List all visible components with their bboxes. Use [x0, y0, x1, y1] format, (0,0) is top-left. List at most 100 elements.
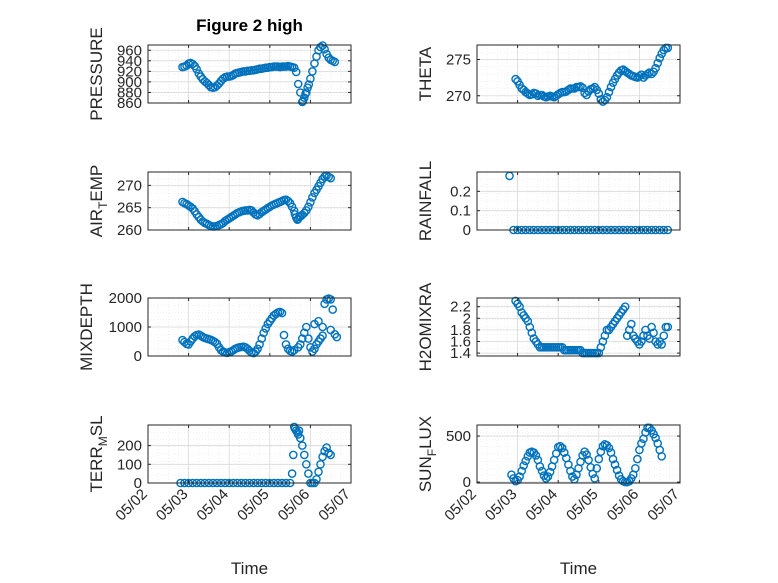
data-point [324, 448, 334, 458]
y-axis-label: SUNFLUX [416, 416, 439, 492]
data-point [647, 322, 656, 332]
data-point [655, 53, 665, 63]
data-point [308, 67, 317, 76]
data-point [517, 466, 527, 476]
y-tick-label: 960 [117, 42, 142, 59]
y-tick-label: 270 [117, 177, 142, 194]
data-point [521, 456, 531, 466]
axes-box [476, 424, 681, 484]
y-tick-label: 275 [446, 52, 471, 69]
data-point [326, 173, 336, 183]
data-point [653, 58, 663, 68]
y-tick-label: 1.8 [450, 322, 471, 339]
data-point [651, 63, 660, 73]
x-tick-label: 05/07 [644, 486, 683, 525]
subplot-6: 1.41.61.822.2 H2OMIXRA [416, 282, 681, 371]
subplot-5: 0 1000 2000 MIXDEPTH [77, 283, 352, 371]
data-point [645, 68, 654, 77]
axes-box [147, 171, 352, 231]
y-tick-label: 0.2 [450, 183, 471, 200]
data-point [647, 69, 656, 79]
data-point [637, 439, 646, 448]
y-tick-label: 1.6 [450, 334, 471, 351]
data-point [620, 302, 630, 312]
data-point [245, 346, 254, 356]
axes-box [476, 171, 681, 231]
y-tick-label: 940 [117, 53, 142, 70]
data-point [287, 469, 297, 478]
data-point [289, 63, 299, 72]
y-tick-label: 900 [117, 74, 142, 91]
data-point [631, 463, 640, 473]
data-point [288, 450, 298, 460]
y-tick-label: 0 [463, 222, 471, 239]
data-point [283, 196, 293, 206]
x-tick-label: 05/02 [441, 486, 480, 525]
subplot-2: 270 275 THETA [416, 43, 681, 106]
y-tick-label: 260 [117, 222, 142, 239]
data-point [178, 197, 187, 207]
data-point [555, 441, 565, 451]
data-point [594, 348, 604, 358]
y-tick-label: 270 [446, 88, 471, 105]
data-point [318, 331, 327, 341]
data-point [180, 337, 189, 347]
data-point [515, 472, 524, 481]
data-point [320, 299, 329, 309]
data-point [651, 433, 660, 443]
y-tick-label: 2 [463, 310, 471, 327]
data-point [297, 441, 307, 450]
y-tick-label: 2000 [109, 290, 142, 307]
data-point [326, 295, 336, 304]
data-point [291, 67, 301, 77]
data-point [318, 452, 327, 462]
data-point [316, 459, 325, 469]
data-point [297, 334, 307, 343]
y-tick-label: 880 [117, 84, 142, 101]
data-point [622, 331, 632, 341]
data-point [558, 443, 567, 453]
y-axis-label: H2OMIXRA [416, 282, 435, 371]
y-tick-label: 920 [117, 63, 142, 80]
figure-title: Figure 2 high [196, 16, 303, 35]
data-point [318, 322, 327, 332]
axes-box [147, 424, 352, 484]
data-point [188, 59, 197, 69]
y-axis-label: RAINFALL [416, 161, 435, 241]
data-point [259, 328, 269, 338]
data-point [255, 340, 264, 349]
data-point [301, 322, 311, 332]
data-point [308, 193, 317, 202]
data-point [253, 344, 262, 354]
y-axis-label: TERRMSL [87, 415, 110, 492]
y-axis-label: MIXDEPTH [77, 283, 96, 371]
data-point [531, 451, 541, 460]
data-point [210, 337, 220, 347]
data-point [293, 79, 303, 89]
data-point [295, 340, 305, 349]
data-point [649, 328, 658, 338]
axes-box [147, 44, 352, 104]
x-tick-label: 05/06 [604, 486, 643, 525]
data-point [295, 88, 305, 97]
data-point [261, 324, 271, 333]
x-tick-label: 05/05 [234, 486, 273, 525]
data-point [299, 93, 309, 102]
y-axis-label: PRESSURE [87, 27, 106, 121]
data-point [600, 331, 610, 341]
data-point [304, 80, 314, 89]
data-point [304, 469, 313, 478]
data-point [310, 344, 319, 354]
data-point [576, 82, 585, 91]
y-tick-label: 2.2 [450, 299, 471, 316]
data-point [604, 443, 614, 453]
data-point [314, 467, 323, 477]
data-point [326, 450, 336, 460]
y-tick-label: 0 [134, 348, 142, 365]
data-point [663, 43, 673, 53]
data-point [582, 450, 591, 459]
x-tick-label: 05/02 [112, 486, 151, 525]
data-point [299, 328, 309, 338]
data-point [320, 44, 329, 54]
